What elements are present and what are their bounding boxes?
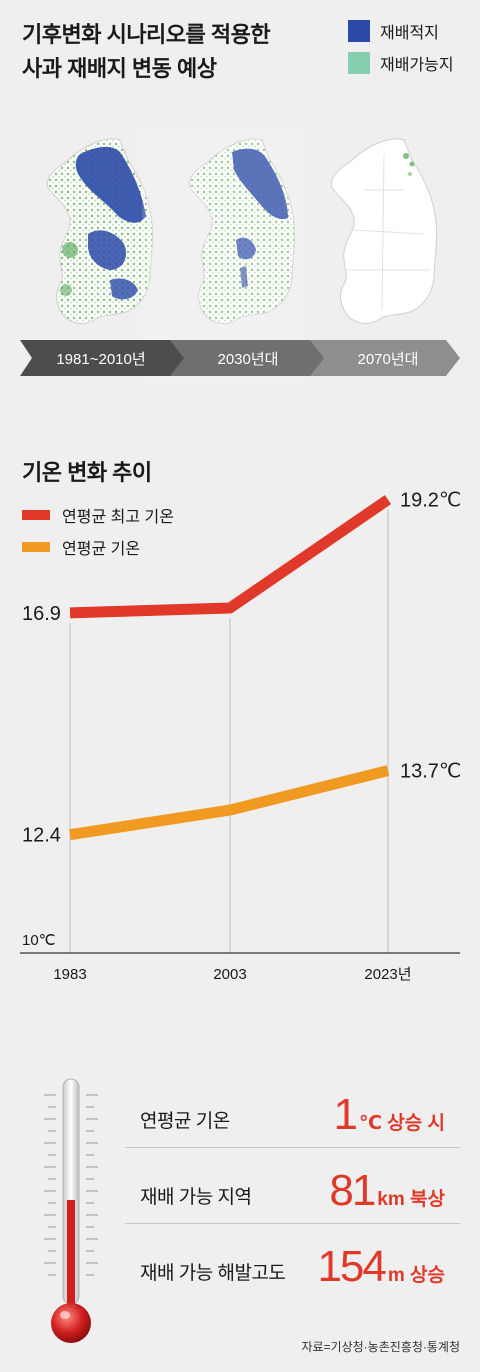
legend-swatch-possible bbox=[348, 52, 370, 74]
y-baseline-label: 10℃ bbox=[22, 932, 56, 949]
x-tick-label-1: 2003 bbox=[213, 966, 246, 983]
period-bar: 1981~2010년 2030년대 2070년대 bbox=[20, 340, 460, 376]
temperature-chart: 16.9 19.2℃ 12.4 13.7℃ 10℃ 1983 2003 2023년 bbox=[20, 490, 461, 983]
map-1981-2010 bbox=[46, 138, 154, 324]
stat-label-altitude: 재배 가능 해발고도 bbox=[140, 1263, 286, 1284]
stat-row-region: 재배 가능 지역 81 km 북상 bbox=[125, 1148, 460, 1224]
legend-line-high bbox=[22, 510, 50, 520]
map-panels: 1981~2010년 2030년대 2070년대 bbox=[20, 130, 460, 380]
stat-value-temperature: 1 ℃ 상승 시 bbox=[334, 1093, 446, 1137]
stat-number-region: 81 bbox=[329, 1166, 376, 1215]
chart-title: 기온 변화 추이 bbox=[22, 460, 152, 485]
legend-label-high: 연평균 최고 기온 bbox=[62, 509, 174, 526]
stat-unit-temperature: ℃ 상승 시 bbox=[358, 1113, 445, 1134]
chart-legend: 연평균 최고 기온 연평균 기온 bbox=[22, 502, 174, 566]
stat-unit-region: km 북상 bbox=[377, 1189, 445, 1210]
legend-label-possible: 재배가능지 bbox=[380, 57, 454, 74]
period-label-1: 1981~2010년 bbox=[56, 351, 145, 368]
legend-swatch-suitable bbox=[348, 20, 370, 42]
stat-row-temperature: 연평균 기온 1 ℃ 상승 시 bbox=[125, 1072, 460, 1148]
data-label-avg-end: 13.7℃ bbox=[400, 761, 461, 783]
x-tick-label-2: 2023년 bbox=[364, 966, 411, 983]
map-legend: 재배적지 재배가능지 bbox=[348, 18, 454, 82]
thermometer-icon bbox=[44, 1078, 98, 1343]
stat-value-altitude: 154 m 상승 bbox=[317, 1245, 445, 1289]
data-label-high-start: 16.9 bbox=[22, 603, 61, 625]
stat-unit-altitude: m 상승 bbox=[387, 1265, 445, 1286]
series-line-0 bbox=[69, 495, 392, 619]
stat-value-region: 81 km 북상 bbox=[329, 1169, 445, 1213]
series-line-1 bbox=[69, 765, 390, 841]
source-note: 자료=기상청·농촌진흥청·통계청 bbox=[301, 1340, 460, 1354]
map-2030s bbox=[142, 130, 302, 380]
period-label-3: 2070년대 bbox=[358, 351, 419, 368]
period-label-2: 2030년대 bbox=[218, 351, 279, 368]
legend-label-avg: 연평균 기온 bbox=[62, 541, 141, 558]
map-title: 기후변화 시나리오를 적용한 사과 재배지 변동 예상 bbox=[22, 22, 271, 81]
x-tick-label-0: 1983 bbox=[53, 966, 86, 983]
legend-item-suitable: 재배적지 bbox=[348, 18, 454, 44]
stat-number-altitude: 154 bbox=[317, 1242, 386, 1291]
stat-number-temperature: 1 bbox=[333, 1090, 359, 1139]
legend-item-avg: 연평균 기온 bbox=[22, 534, 174, 560]
stat-row-altitude: 재배 가능 해발고도 154 m 상승 bbox=[125, 1224, 460, 1299]
legend-label-suitable: 재배적지 bbox=[380, 25, 439, 42]
data-label-high-end: 19.2℃ bbox=[400, 490, 461, 512]
stat-label-temperature: 연평균 기온 bbox=[140, 1111, 230, 1132]
data-label-avg-start: 12.4 bbox=[22, 825, 61, 847]
map-2070s bbox=[330, 138, 438, 324]
legend-line-avg bbox=[22, 542, 50, 552]
legend-item-possible: 재배가능지 bbox=[348, 50, 454, 76]
legend-item-high: 연평균 최고 기온 bbox=[22, 502, 174, 528]
stat-label-region: 재배 가능 지역 bbox=[140, 1187, 252, 1208]
